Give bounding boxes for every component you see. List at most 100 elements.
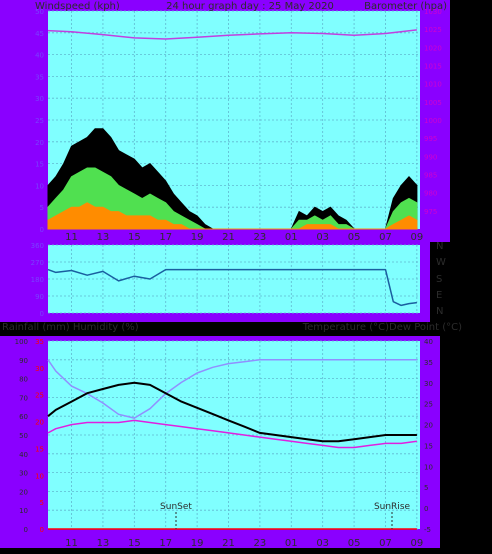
humidity-tick-label: 50: [19, 432, 28, 440]
barometer-tick-label: 980: [424, 190, 437, 198]
rain-humidity-axis-title: Rainfall (mm) Humidity (%): [2, 322, 139, 333]
barometer-line: [47, 29, 417, 40]
sunset-label: SunSet: [160, 502, 192, 512]
wind-x-tick-label: 19: [191, 232, 204, 243]
wind-y-tick-label: 0: [40, 226, 44, 234]
temp-x-tick-label: 13: [97, 538, 110, 549]
compass-s: S: [436, 274, 442, 285]
graph-title: 24 hour graph day : 25 May 2020: [166, 1, 334, 12]
compass-w: W: [436, 257, 446, 268]
wind-y-tick-label: 50: [35, 8, 44, 16]
wind-x-tick-label: 03: [316, 232, 329, 243]
wind-y-tick-label: 25: [35, 117, 44, 125]
direction-y-tick-label: 270: [31, 259, 44, 267]
temp-x-tick-label: 11: [65, 538, 78, 549]
temperature-line: [47, 381, 417, 443]
direction-y-tick-label: 180: [31, 276, 44, 284]
temperature-tick-label: 30: [424, 380, 433, 388]
wind-x-tick-label: 09: [410, 232, 423, 243]
temp-x-tick-label: 03: [316, 538, 329, 549]
rain-tick-label: 5: [40, 499, 44, 507]
direction-y-tick-label: 0: [40, 310, 44, 318]
wind-x-tick-label: 05: [348, 232, 361, 243]
barometer-tick-label: 990: [424, 153, 437, 161]
humidity-tick-label: 80: [19, 376, 28, 384]
wind-low-area: [47, 202, 418, 230]
axis-ticks: 1111131315151717191921212323010103030505…: [15, 8, 442, 549]
barometer-tick-label: 1015: [424, 63, 442, 71]
compass-n-bottom: N: [436, 306, 443, 317]
temp-x-tick-label: 15: [128, 538, 141, 549]
temp-x-tick-label: 21: [222, 538, 235, 549]
temp-x-tick-label: 17: [159, 538, 172, 549]
temp-x-tick-label: 19: [191, 538, 204, 549]
wind-y-tick-label: 10: [35, 182, 44, 190]
humidity-tick-label: 20: [19, 488, 28, 496]
wind-x-tick-label: 13: [97, 232, 110, 243]
temperature-tick-label: 15: [424, 442, 433, 450]
humidity-tick-label: 0: [24, 526, 28, 534]
rain-tick-label: 0: [40, 526, 44, 534]
wind-x-tick-label: 15: [128, 232, 141, 243]
wind-y-tick-label: 30: [35, 95, 44, 103]
rain-tick-label: 35: [35, 338, 44, 346]
rain-tick-label: 10: [35, 472, 44, 480]
wind-x-tick-label: 23: [254, 232, 267, 243]
humidity-line: [47, 359, 417, 419]
barometer-tick-label: 1030: [424, 8, 442, 16]
wind-series: [47, 29, 418, 230]
wind-x-tick-label: 01: [285, 232, 298, 243]
rain-tick-label: 25: [35, 392, 44, 400]
wind-y-tick-label: 45: [35, 30, 44, 38]
barometer-tick-label: 1010: [424, 81, 442, 89]
wind-x-tick-label: 07: [379, 232, 392, 243]
humidity-tick-label: 100: [15, 338, 28, 346]
compass-n-top: N: [436, 241, 443, 252]
barometer-tick-label: 985: [424, 172, 437, 180]
barometer-tick-label: 1020: [424, 44, 442, 52]
windspeed-axis-title: Windspeed (kph): [35, 1, 120, 12]
temperature-tick-label: 0: [424, 505, 428, 513]
temperature-tick-label: 40: [424, 338, 433, 346]
temperature-tick-label: -5: [424, 526, 431, 534]
barometer-axis-title: Barometer (hpa): [364, 1, 447, 12]
temperature-tick-label: 10: [424, 463, 433, 471]
temperature-axis-title: Temperature (°C)Dew Point (°C): [302, 322, 462, 333]
temperature-tick-label: 25: [424, 401, 433, 409]
wind-x-tick-label: 11: [65, 232, 78, 243]
humidity-tick-label: 30: [19, 470, 28, 478]
direction-series: [47, 268, 417, 307]
temperature-grid: [48, 340, 420, 530]
wind-direction-line: [47, 268, 417, 307]
barometer-tick-label: 995: [424, 135, 437, 143]
dewpoint-line: [47, 419, 417, 449]
wind-y-tick-label: 15: [35, 161, 44, 169]
humidity-tick-label: 70: [19, 394, 28, 402]
temp-x-tick-label: 09: [410, 538, 423, 549]
temp-x-tick-label: 07: [379, 538, 392, 549]
rain-tick-label: 30: [35, 365, 44, 373]
compass-e: E: [436, 290, 442, 301]
direction-y-tick-label: 90: [35, 293, 44, 301]
humidity-tick-label: 90: [19, 357, 28, 365]
barometer-tick-label: 1000: [424, 117, 442, 125]
wind-x-tick-label: 17: [159, 232, 172, 243]
temperature-tick-label: 20: [424, 422, 433, 430]
temp-x-tick-label: 23: [254, 538, 267, 549]
sunrise-label: SunRise: [374, 502, 411, 512]
direction-grid: [48, 244, 420, 314]
direction-y-tick-label: 360: [31, 242, 44, 250]
temp-x-tick-label: 01: [285, 538, 298, 549]
temperature-tick-label: 35: [424, 359, 433, 367]
wind-y-tick-label: 20: [35, 139, 44, 147]
humidity-tick-label: 60: [19, 413, 28, 421]
rain-tick-label: 20: [35, 419, 44, 427]
wind-x-tick-label: 21: [222, 232, 235, 243]
temperature-series: [47, 359, 417, 530]
wind-y-tick-label: 40: [35, 52, 44, 60]
temp-x-tick-label: 05: [348, 538, 361, 549]
barometer-tick-label: 1005: [424, 99, 442, 107]
temperature-tick-label: 5: [424, 484, 428, 492]
